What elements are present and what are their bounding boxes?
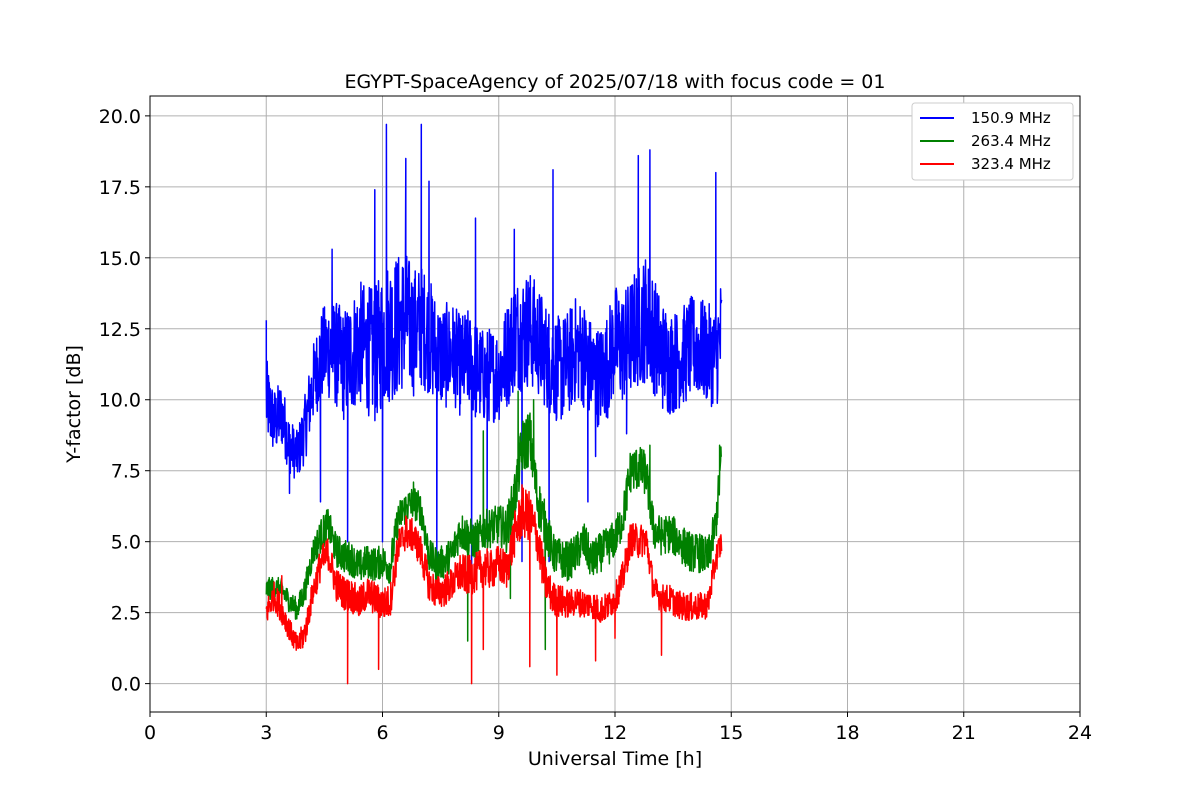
x-tick-label: 24 — [1068, 722, 1092, 744]
y-tick-label: 2.5 — [111, 603, 141, 625]
x-tick-label: 3 — [260, 722, 272, 744]
series-line-2 — [265, 390, 723, 651]
y-tick-label: 15.0 — [99, 248, 141, 270]
chart-title: EGYPT-SpaceAgency of 2025/07/18 with foc… — [345, 71, 886, 93]
x-tick-label: 15 — [719, 722, 743, 744]
legend-box — [911, 102, 1074, 181]
y-tick-label: 20.0 — [99, 106, 141, 128]
x-tick-label: 0 — [144, 722, 156, 744]
x-tick-label: 12 — [603, 722, 627, 744]
x-tick-label: 18 — [835, 722, 859, 744]
x-tick-label: 21 — [952, 722, 976, 744]
y-axis-ticks: 0.0 2.5 5.0 7.5 10.0 12.5 15.0 17.5 20.0 — [99, 106, 150, 696]
x-tick-label: 9 — [493, 722, 505, 744]
grid — [149, 96, 1081, 712]
x-axis-label: Universal Time [h] — [528, 748, 702, 770]
series-lines — [265, 123, 723, 685]
legend: 150.9 MHz 263.4 MHz 323.4 MHz — [911, 102, 1074, 181]
series-line-3 — [265, 484, 723, 685]
x-tick-label: 6 — [376, 722, 388, 744]
legend-label: 323.4 MHz — [971, 155, 1051, 173]
y-tick-label: 7.5 — [111, 461, 141, 483]
x-axis-ticks: 0 3 6 9 12 15 18 21 24 — [144, 712, 1092, 744]
legend-label: 263.4 MHz — [971, 132, 1051, 150]
y-tick-label: 10.0 — [99, 390, 141, 412]
y-tick-label: 12.5 — [99, 319, 141, 341]
y-tick-label: 5.0 — [111, 532, 141, 554]
y-axis-label: Y-factor [dB] — [63, 345, 85, 464]
legend-label: 150.9 MHz — [971, 109, 1051, 127]
y-tick-label: 17.5 — [99, 177, 141, 199]
y-tick-label: 0.0 — [111, 674, 141, 696]
series-line-1 — [265, 123, 723, 583]
